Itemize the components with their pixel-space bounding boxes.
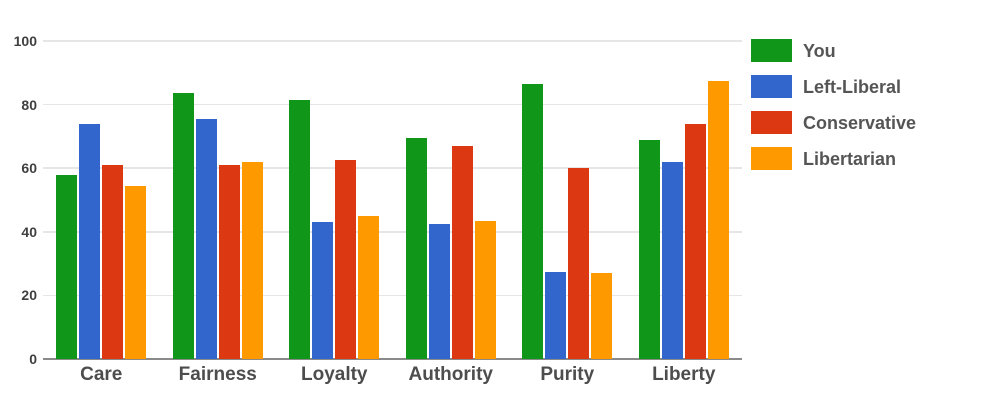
x-label-authority: Authority — [408, 364, 493, 385]
x-label-fairness: Fairness — [178, 364, 257, 385]
legend-item-libertarian: Libertarian — [751, 147, 916, 170]
bar-you-care[interactable] — [56, 174, 78, 359]
legend-swatch-left-liberal — [751, 75, 792, 98]
bar-you-loyalty[interactable] — [289, 99, 311, 359]
legend-swatch-conservative — [751, 111, 792, 134]
y-tick-label-80: 80 — [21, 96, 37, 113]
gridline-20 — [43, 294, 742, 297]
bar-conservative-authority[interactable] — [451, 145, 473, 359]
x-axis-line — [43, 358, 742, 360]
x-label-liberty: Liberty — [652, 364, 716, 385]
bar-group-liberty — [638, 41, 729, 359]
x-label-care: Care — [80, 364, 123, 385]
bar-left-liberal-liberty[interactable] — [661, 161, 683, 359]
legend-label-left-liberal: Left-Liberal — [803, 76, 902, 97]
y-tick-label-0: 0 — [29, 351, 37, 367]
gridline-40 — [43, 231, 742, 233]
gridline-60 — [43, 167, 742, 169]
legend-item-you: You — [751, 39, 916, 62]
y-tick-label-100: 100 — [13, 33, 37, 49]
bar-conservative-fairness[interactable] — [218, 165, 240, 359]
x-label-purity: Purity — [540, 364, 595, 385]
bar-group-care — [56, 41, 147, 359]
bar-group-authority — [405, 41, 496, 359]
bar-conservative-purity[interactable] — [568, 168, 590, 359]
legend-label-conservative: Conservative — [803, 112, 917, 133]
legend-swatch-you — [751, 39, 792, 62]
bar-libertarian-fairness[interactable] — [241, 161, 263, 359]
y-tick-label-60: 60 — [21, 160, 37, 177]
x-label-loyalty: Loyalty — [300, 364, 368, 385]
bar-conservative-care[interactable] — [102, 165, 124, 359]
bar-libertarian-purity[interactable] — [591, 273, 613, 359]
bar-left-liberal-loyalty[interactable] — [312, 222, 334, 359]
bar-conservative-loyalty[interactable] — [335, 160, 357, 359]
bar-group-fairness — [172, 41, 263, 359]
bar-you-purity[interactable] — [522, 83, 544, 359]
y-tick-label-40: 40 — [21, 223, 37, 240]
bar-left-liberal-authority[interactable] — [428, 223, 450, 359]
bar-libertarian-loyalty[interactable] — [358, 215, 380, 359]
gridline-80 — [43, 103, 742, 106]
legend-item-left-liberal: Left-Liberal — [751, 75, 916, 98]
bar-left-liberal-fairness[interactable] — [195, 118, 217, 359]
bar-you-authority[interactable] — [405, 138, 427, 359]
bar-group-purity — [522, 41, 613, 359]
bar-libertarian-care[interactable] — [125, 185, 147, 359]
bar-left-liberal-care[interactable] — [79, 123, 101, 359]
bar-group-loyalty — [289, 41, 380, 359]
legend-item-conservative: Conservative — [751, 111, 916, 134]
legend: You Left-Liberal Conservative Libertarian — [751, 39, 916, 183]
bar-conservative-liberty[interactable] — [684, 123, 706, 359]
legend-swatch-libertarian — [751, 147, 792, 170]
bar-you-fairness[interactable] — [172, 93, 194, 359]
bar-left-liberal-purity[interactable] — [545, 271, 567, 359]
legend-label-libertarian: Libertarian — [803, 148, 897, 169]
legend-label-you: You — [803, 40, 836, 61]
bar-libertarian-liberty[interactable] — [707, 80, 729, 359]
bar-libertarian-authority[interactable] — [474, 220, 496, 359]
y-tick-label-20: 20 — [21, 287, 37, 304]
bar-you-liberty[interactable] — [638, 139, 660, 359]
gridline-100 — [43, 40, 742, 42]
